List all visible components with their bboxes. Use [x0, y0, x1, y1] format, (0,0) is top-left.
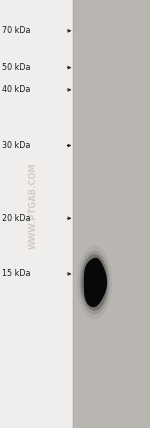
Text: 15 kDa: 15 kDa — [2, 269, 30, 279]
Bar — [73, 291, 150, 300]
Bar — [73, 325, 150, 334]
Bar — [73, 205, 150, 214]
Text: 30 kDa: 30 kDa — [2, 141, 30, 150]
Bar — [73, 368, 150, 377]
Bar — [73, 77, 150, 86]
Bar — [73, 214, 150, 223]
Bar — [73, 282, 150, 291]
Bar — [73, 240, 150, 248]
Polygon shape — [84, 258, 107, 307]
Bar — [73, 300, 150, 308]
Bar — [73, 377, 150, 385]
Bar — [73, 248, 150, 257]
Text: 40 kDa: 40 kDa — [2, 85, 30, 95]
Bar — [73, 34, 150, 43]
Bar — [73, 360, 150, 368]
Bar — [73, 120, 150, 128]
Bar — [73, 60, 150, 68]
Bar — [73, 103, 150, 111]
Bar — [73, 86, 150, 94]
Bar — [73, 171, 150, 180]
Ellipse shape — [77, 246, 112, 319]
Bar — [73, 351, 150, 360]
Bar — [73, 9, 150, 17]
Bar — [73, 17, 150, 26]
Bar — [73, 43, 150, 51]
Bar — [73, 394, 150, 402]
Bar — [73, 265, 150, 274]
Bar — [73, 154, 150, 163]
Bar — [73, 231, 150, 240]
Text: 70 kDa: 70 kDa — [2, 26, 30, 36]
Bar — [73, 257, 150, 265]
Bar — [73, 419, 150, 428]
Text: 20 kDa: 20 kDa — [2, 214, 30, 223]
Bar — [73, 411, 150, 419]
Bar — [73, 128, 150, 137]
Bar — [73, 334, 150, 342]
Bar — [73, 51, 150, 60]
Bar — [73, 188, 150, 197]
Bar — [73, 402, 150, 411]
Bar — [73, 0, 150, 9]
Ellipse shape — [79, 250, 110, 315]
Bar — [73, 385, 150, 394]
Bar — [73, 146, 150, 154]
Text: 50 kDa: 50 kDa — [2, 63, 30, 72]
Bar — [73, 163, 150, 171]
Bar — [73, 317, 150, 325]
Bar — [73, 26, 150, 34]
Bar — [73, 94, 150, 103]
Ellipse shape — [81, 254, 108, 311]
Text: WWW.PTGAB.COM: WWW.PTGAB.COM — [28, 162, 38, 249]
Bar — [73, 223, 150, 231]
Bar — [73, 274, 150, 282]
Bar — [73, 180, 150, 188]
Bar — [73, 68, 150, 77]
Bar — [73, 111, 150, 120]
Bar — [73, 137, 150, 146]
Bar — [73, 342, 150, 351]
Bar — [73, 0, 150, 428]
Bar — [73, 308, 150, 317]
Bar — [73, 197, 150, 205]
